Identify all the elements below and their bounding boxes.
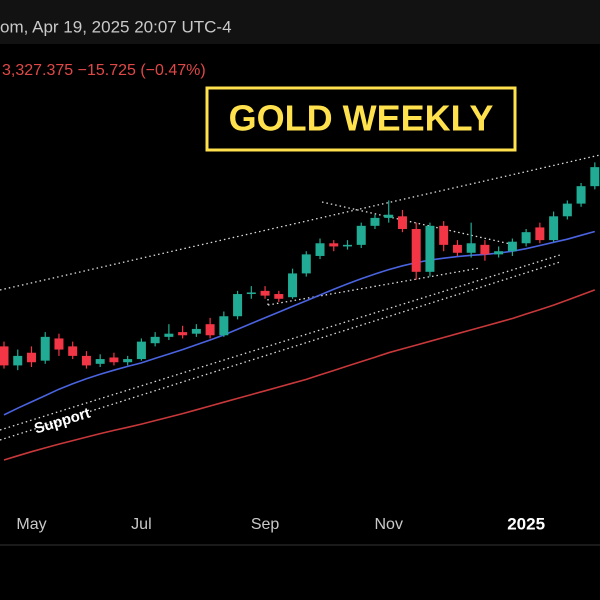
candle-body: [274, 294, 284, 299]
x-tick-label: May: [16, 516, 46, 533]
x-tick-label: 2025: [507, 514, 545, 533]
wedge-top: [321, 201, 516, 246]
label-box: [205, 86, 517, 152]
candle-body: [439, 225, 449, 245]
candle-body: [425, 225, 435, 272]
candle-body: [54, 338, 64, 350]
price-label: 3,327.375 −15.725 (−0.47%): [2, 62, 206, 79]
candle-body: [13, 355, 23, 366]
candle-body: [68, 346, 78, 356]
candle-body: [178, 332, 188, 336]
candle-body: [384, 214, 394, 218]
candle-body: [315, 243, 325, 256]
candle-body: [81, 355, 91, 366]
support-line: [0, 261, 561, 441]
candle-body: [521, 232, 531, 244]
candle-body: [136, 341, 146, 360]
candle-body: [576, 186, 586, 204]
channel-top: [0, 154, 600, 291]
candle-body: [356, 225, 366, 245]
candle-body: [150, 336, 160, 344]
x-tick-label: Nov: [374, 516, 402, 533]
candle-body: [343, 244, 352, 247]
candle-body: [205, 324, 215, 336]
x-tick-label: Jul: [131, 516, 151, 533]
candle-body: [109, 357, 119, 363]
candle-body: [549, 216, 559, 241]
candle-body: [26, 352, 36, 363]
x-tick-label: Sep: [251, 516, 280, 533]
candle-body: [494, 251, 504, 255]
candle-body: [452, 244, 462, 253]
candle-body: [40, 336, 50, 361]
candle-body: [260, 290, 270, 296]
trendlines: [0, 154, 600, 441]
candle-body: [562, 203, 572, 217]
candle-body: [191, 328, 201, 334]
candle-body: [329, 243, 339, 247]
candle-body: [466, 243, 476, 253]
header-bar: [0, 0, 600, 44]
candle-body: [535, 227, 545, 241]
moving-average: [3, 289, 596, 461]
channel-bottom: [0, 254, 561, 431]
candle-body: [123, 359, 133, 363]
candle-body: [233, 294, 243, 317]
candle-body: [480, 244, 490, 255]
candle-body: [164, 333, 174, 337]
candle-body: [590, 167, 600, 187]
chart-title: GOLD WEEKLY: [229, 98, 494, 139]
candle-body: [370, 217, 380, 226]
candle-body: [288, 273, 298, 298]
header-text: om, Apr 19, 2025 20:07 UTC-4: [0, 17, 232, 36]
candle-body: [507, 241, 517, 252]
candle-body: [0, 346, 9, 366]
marks: [0, 162, 600, 461]
candle-body: [219, 316, 229, 336]
candle-body: [411, 229, 421, 272]
candle-body: [95, 359, 105, 364]
candle-body: [397, 216, 407, 229]
candle-body: [246, 292, 256, 295]
candle-body: [301, 254, 311, 274]
